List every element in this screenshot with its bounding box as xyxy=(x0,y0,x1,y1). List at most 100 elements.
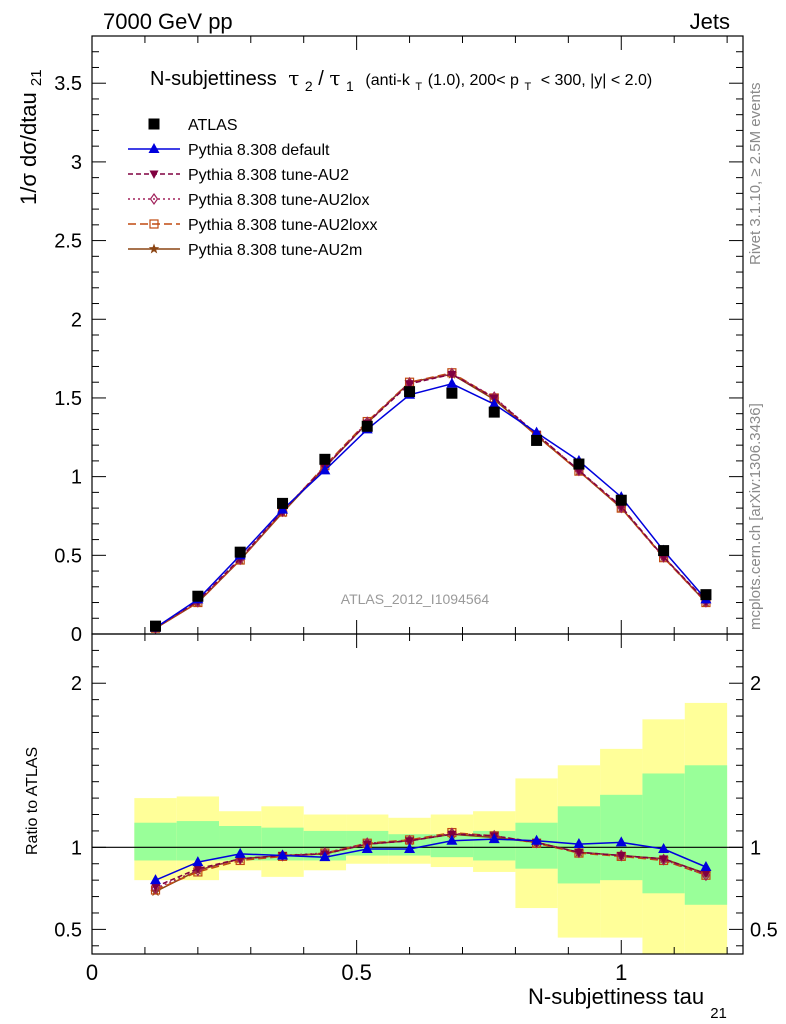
point-au2 xyxy=(447,370,457,380)
point-atlas xyxy=(277,497,289,509)
legend-marker-default xyxy=(148,143,160,153)
ratio-point-au2 xyxy=(151,883,161,892)
ratio-point-default xyxy=(573,838,585,849)
point-atlas xyxy=(150,620,162,632)
band-inner xyxy=(684,765,728,905)
point-atlas xyxy=(700,589,712,601)
legend-label-au2: Pythia 8.308 tune-AU2 xyxy=(188,167,349,184)
legend-label-data: ATLAS xyxy=(188,117,238,134)
title-cuts-a: (anti-k xyxy=(365,72,410,89)
x-tick-label: 1 xyxy=(615,960,627,985)
legend-label-au2lox: Pythia 8.308 tune-AU2lox xyxy=(188,192,369,209)
ratio-frame xyxy=(91,633,744,955)
y-tick-label-ratio-right: 0.5 xyxy=(750,919,778,941)
y-tick-label-main: 2.5 xyxy=(54,231,82,253)
title-sub2: 2 xyxy=(305,78,313,94)
point-atlas xyxy=(573,458,585,470)
title-sub1: 1 xyxy=(346,78,354,94)
title-main: N-subjettiness xyxy=(150,68,277,90)
ratio-point-default xyxy=(658,842,670,853)
legend-marker-data xyxy=(148,118,160,130)
ratio-point-default xyxy=(488,833,500,844)
point-default xyxy=(531,426,543,437)
y-tick-label-ratio: 1 xyxy=(71,837,82,859)
ratio-point-au2 xyxy=(616,852,626,861)
y-tick-label-main: 1 xyxy=(71,467,82,489)
ratio-point-au2 xyxy=(574,848,584,858)
main-plot-area xyxy=(92,36,743,634)
plot-title: N-subjettiness τ 2 / τ 1 (anti-k T (1.0)… xyxy=(150,66,652,96)
title-tau1: τ xyxy=(329,66,340,90)
point-au2 xyxy=(405,380,415,389)
point-atlas xyxy=(488,406,500,418)
y-tick-label-ratio-right: 1 xyxy=(750,837,761,859)
ratio-point-default xyxy=(361,842,373,853)
x-tick-label: 0 xyxy=(86,960,98,985)
ratio-point-au2 xyxy=(659,855,669,864)
ratio-point-default xyxy=(234,847,246,858)
ratio-point-default xyxy=(192,856,204,867)
title-cuts-b: (1.0), 200< p xyxy=(428,72,519,89)
ratio-point-default xyxy=(277,849,289,860)
band-inner xyxy=(642,773,685,894)
series-line-default xyxy=(155,383,707,629)
legend-label-au2loxx: Pythia 8.308 tune-AU2loxx xyxy=(188,217,377,234)
title-cuts-pT: T xyxy=(524,81,531,93)
y-tick-label-main: 1.5 xyxy=(54,388,82,410)
ratio-point-default xyxy=(319,851,331,862)
ratio-line-default xyxy=(155,838,707,881)
ratio-point-default xyxy=(615,836,627,847)
point-atlas xyxy=(615,494,627,506)
x-axis-label: N-subjettiness tau 21 xyxy=(528,984,727,1022)
ratio-point-default xyxy=(404,842,416,853)
title-cuts-c: < 300, |y| < 2.0) xyxy=(541,72,653,89)
point-atlas xyxy=(531,434,543,446)
x-tick-label: 0.5 xyxy=(341,960,372,985)
point-default xyxy=(319,464,331,475)
y-tick-label-ratio-right: 2 xyxy=(750,673,761,695)
legend-marker-au2 xyxy=(149,170,159,179)
point-default xyxy=(488,398,500,409)
point-atlas xyxy=(319,453,331,465)
main-y-axis-label-text: 1/σ dσ/dtau xyxy=(16,92,41,205)
axes-ticks: 0 0.5 100.511.522.533.50.5 0.51 12 2 xyxy=(54,35,778,985)
legend: ATLAS Pythia 8.308 default Pythia 8.308 tu… xyxy=(128,117,377,259)
ratio-line-au2 xyxy=(155,833,707,888)
energy-label: 7000 GeV pp xyxy=(103,9,233,34)
ratio-point-default xyxy=(700,861,712,872)
series-layer xyxy=(150,367,712,897)
legend-marker-au2loxx xyxy=(149,219,159,229)
legend-marker-au2m xyxy=(148,243,160,254)
band-inner xyxy=(134,822,177,861)
point-atlas xyxy=(446,387,458,399)
mcplots-label: mcplots.cern.ch [arXiv:1306.3436] xyxy=(747,403,764,630)
series-line-au2 xyxy=(155,373,707,629)
y-tick-label-ratio: 2 xyxy=(71,673,82,695)
rivet-label: Rivet 3.1.10, ≥ 2.5M events xyxy=(747,83,764,266)
main-y-axis-label: 1/σ dσ/dtau 21 xyxy=(16,69,45,205)
title-tau2: τ xyxy=(288,66,299,90)
ratio-point-default xyxy=(446,834,458,845)
title-cuts-T: T xyxy=(415,81,422,93)
legend-label-default: Pythia 8.308 default xyxy=(188,142,330,159)
y-tick-label-main: 0 xyxy=(71,624,82,646)
point-atlas xyxy=(192,590,204,602)
y-tick-label-ratio: 0.5 xyxy=(54,919,82,941)
y-tick-label-main: 2 xyxy=(71,309,82,331)
point-atlas xyxy=(234,546,246,558)
point-default xyxy=(446,377,458,388)
legend-label-au2m: Pythia 8.308 tune-AU2m xyxy=(188,242,362,259)
title-slash: / xyxy=(318,68,324,90)
x-axis-label-text: N-subjettiness tau xyxy=(528,984,704,1009)
y-tick-label-main: 3.5 xyxy=(54,73,82,95)
ratio-line-au2loxx xyxy=(155,831,707,891)
analysis-watermark: ATLAS_2012_I1094564 xyxy=(341,591,490,607)
point-atlas xyxy=(361,420,373,432)
ratio-point-au2 xyxy=(405,837,415,846)
point-atlas xyxy=(658,545,670,557)
point-atlas xyxy=(404,386,416,398)
ratio-point-au2 xyxy=(701,870,711,879)
ratio-y-axis-label: Ratio to ATLAS xyxy=(24,747,41,855)
x-axis-label-sub: 21 xyxy=(710,1005,727,1022)
